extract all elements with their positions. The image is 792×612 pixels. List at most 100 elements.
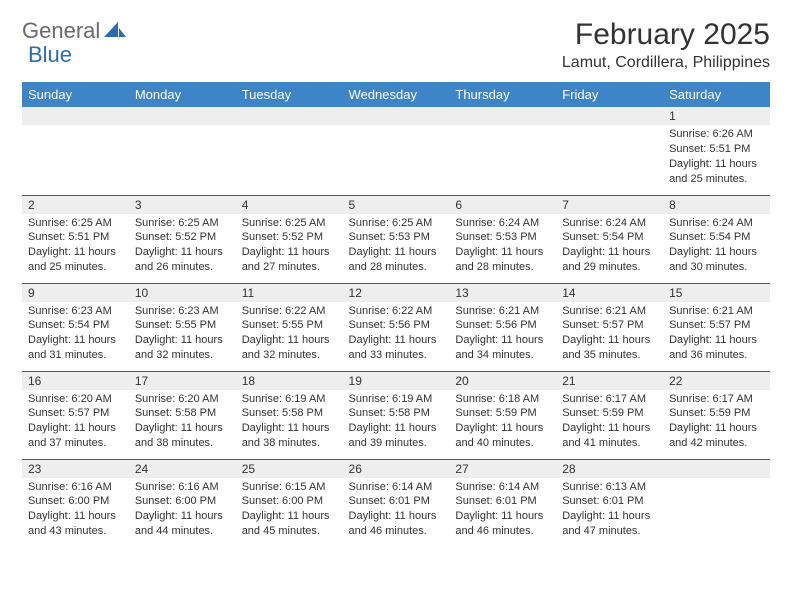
sunrise-text: Sunrise: 6:18 AM: [455, 392, 550, 407]
sunset-text: Sunset: 5:53 PM: [455, 230, 550, 245]
sunset-text: Sunset: 5:59 PM: [562, 406, 657, 421]
sunset-text: Sunset: 5:51 PM: [28, 230, 123, 245]
logo: General: [22, 18, 128, 44]
sunset-text: Sunset: 5:59 PM: [669, 406, 764, 421]
day-content: [343, 125, 450, 131]
day-content: Sunrise: 6:24 AMSunset: 5:54 PMDaylight:…: [556, 214, 663, 279]
sunset-text: Sunset: 5:57 PM: [28, 406, 123, 421]
calendar-cell: 6Sunrise: 6:24 AMSunset: 5:53 PMDaylight…: [449, 195, 556, 283]
day-number: 23: [22, 460, 129, 478]
sunset-text: Sunset: 5:56 PM: [455, 318, 550, 333]
sunset-text: Sunset: 5:54 PM: [562, 230, 657, 245]
day-content: Sunrise: 6:17 AMSunset: 5:59 PMDaylight:…: [663, 390, 770, 455]
day-content: [663, 478, 770, 484]
sunset-text: Sunset: 5:58 PM: [135, 406, 230, 421]
daylight-text: Daylight: 11 hours and 26 minutes.: [135, 245, 230, 275]
day-number: 25: [236, 460, 343, 478]
daylight-text: Daylight: 11 hours and 42 minutes.: [669, 421, 764, 451]
sunset-text: Sunset: 5:52 PM: [135, 230, 230, 245]
calendar-row: 16Sunrise: 6:20 AMSunset: 5:57 PMDayligh…: [22, 371, 770, 459]
sunrise-text: Sunrise: 6:24 AM: [669, 216, 764, 231]
day-content: Sunrise: 6:25 AMSunset: 5:52 PMDaylight:…: [236, 214, 343, 279]
sunrise-text: Sunrise: 6:25 AM: [242, 216, 337, 231]
sunrise-text: Sunrise: 6:14 AM: [349, 480, 444, 495]
daylight-text: Daylight: 11 hours and 28 minutes.: [455, 245, 550, 275]
calendar-cell: 22Sunrise: 6:17 AMSunset: 5:59 PMDayligh…: [663, 371, 770, 459]
sunrise-text: Sunrise: 6:13 AM: [562, 480, 657, 495]
day-content: Sunrise: 6:20 AMSunset: 5:57 PMDaylight:…: [22, 390, 129, 455]
calendar-cell: [22, 107, 129, 195]
sunrise-text: Sunrise: 6:26 AM: [669, 127, 764, 142]
day-content: Sunrise: 6:19 AMSunset: 5:58 PMDaylight:…: [236, 390, 343, 455]
day-number: [449, 107, 556, 125]
sunset-text: Sunset: 6:00 PM: [135, 494, 230, 509]
sunset-text: Sunset: 5:55 PM: [242, 318, 337, 333]
day-number: [236, 107, 343, 125]
calendar-cell: 2Sunrise: 6:25 AMSunset: 5:51 PMDaylight…: [22, 195, 129, 283]
day-header: Saturday: [663, 82, 770, 107]
daylight-text: Daylight: 11 hours and 35 minutes.: [562, 333, 657, 363]
calendar-head: Sunday Monday Tuesday Wednesday Thursday…: [22, 82, 770, 107]
day-header: Thursday: [449, 82, 556, 107]
calendar-cell: [343, 107, 450, 195]
calendar-cell: 25Sunrise: 6:15 AMSunset: 6:00 PMDayligh…: [236, 459, 343, 547]
day-content: [449, 125, 556, 131]
sunrise-text: Sunrise: 6:20 AM: [135, 392, 230, 407]
day-content: Sunrise: 6:22 AMSunset: 5:56 PMDaylight:…: [343, 302, 450, 367]
daylight-text: Daylight: 11 hours and 46 minutes.: [455, 509, 550, 539]
calendar-row: 23Sunrise: 6:16 AMSunset: 6:00 PMDayligh…: [22, 459, 770, 547]
day-number: [663, 460, 770, 478]
day-number: 15: [663, 284, 770, 302]
calendar-cell: 13Sunrise: 6:21 AMSunset: 5:56 PMDayligh…: [449, 283, 556, 371]
sunrise-text: Sunrise: 6:16 AM: [28, 480, 123, 495]
sunrise-text: Sunrise: 6:19 AM: [242, 392, 337, 407]
day-content: Sunrise: 6:14 AMSunset: 6:01 PMDaylight:…: [449, 478, 556, 543]
day-content: Sunrise: 6:23 AMSunset: 5:54 PMDaylight:…: [22, 302, 129, 367]
day-content: Sunrise: 6:25 AMSunset: 5:52 PMDaylight:…: [129, 214, 236, 279]
day-content: [22, 125, 129, 131]
daylight-text: Daylight: 11 hours and 40 minutes.: [455, 421, 550, 451]
calendar-cell: 12Sunrise: 6:22 AMSunset: 5:56 PMDayligh…: [343, 283, 450, 371]
sunrise-text: Sunrise: 6:14 AM: [455, 480, 550, 495]
sunset-text: Sunset: 6:00 PM: [242, 494, 337, 509]
daylight-text: Daylight: 11 hours and 46 minutes.: [349, 509, 444, 539]
day-header: Wednesday: [343, 82, 450, 107]
sunset-text: Sunset: 5:57 PM: [562, 318, 657, 333]
sunrise-text: Sunrise: 6:22 AM: [349, 304, 444, 319]
day-content: Sunrise: 6:18 AMSunset: 5:59 PMDaylight:…: [449, 390, 556, 455]
sunset-text: Sunset: 6:01 PM: [562, 494, 657, 509]
daylight-text: Daylight: 11 hours and 45 minutes.: [242, 509, 337, 539]
calendar-cell: 27Sunrise: 6:14 AMSunset: 6:01 PMDayligh…: [449, 459, 556, 547]
daylight-text: Daylight: 11 hours and 38 minutes.: [242, 421, 337, 451]
day-number: 9: [22, 284, 129, 302]
daylight-text: Daylight: 11 hours and 31 minutes.: [28, 333, 123, 363]
logo-word-blue: Blue: [28, 42, 72, 67]
title-block: February 2025 Lamut, Cordillera, Philipp…: [562, 18, 770, 72]
sunrise-text: Sunrise: 6:22 AM: [242, 304, 337, 319]
day-number: [22, 107, 129, 125]
calendar-cell: [129, 107, 236, 195]
calendar-cell: 11Sunrise: 6:22 AMSunset: 5:55 PMDayligh…: [236, 283, 343, 371]
day-content: Sunrise: 6:20 AMSunset: 5:58 PMDaylight:…: [129, 390, 236, 455]
day-number: 28: [556, 460, 663, 478]
daylight-text: Daylight: 11 hours and 37 minutes.: [28, 421, 123, 451]
daylight-text: Daylight: 11 hours and 43 minutes.: [28, 509, 123, 539]
sunset-text: Sunset: 5:58 PM: [349, 406, 444, 421]
daylight-text: Daylight: 11 hours and 33 minutes.: [349, 333, 444, 363]
daylight-text: Daylight: 11 hours and 41 minutes.: [562, 421, 657, 451]
day-content: Sunrise: 6:21 AMSunset: 5:56 PMDaylight:…: [449, 302, 556, 367]
sunset-text: Sunset: 5:52 PM: [242, 230, 337, 245]
day-number: 16: [22, 372, 129, 390]
daylight-text: Daylight: 11 hours and 36 minutes.: [669, 333, 764, 363]
sunset-text: Sunset: 5:59 PM: [455, 406, 550, 421]
day-content: Sunrise: 6:21 AMSunset: 5:57 PMDaylight:…: [663, 302, 770, 367]
daylight-text: Daylight: 11 hours and 28 minutes.: [349, 245, 444, 275]
day-content: Sunrise: 6:21 AMSunset: 5:57 PMDaylight:…: [556, 302, 663, 367]
location-text: Lamut, Cordillera, Philippines: [562, 54, 770, 72]
day-content: Sunrise: 6:17 AMSunset: 5:59 PMDaylight:…: [556, 390, 663, 455]
day-number: 13: [449, 284, 556, 302]
day-number: [129, 107, 236, 125]
calendar-cell: 10Sunrise: 6:23 AMSunset: 5:55 PMDayligh…: [129, 283, 236, 371]
day-header: Friday: [556, 82, 663, 107]
day-number: 26: [343, 460, 450, 478]
